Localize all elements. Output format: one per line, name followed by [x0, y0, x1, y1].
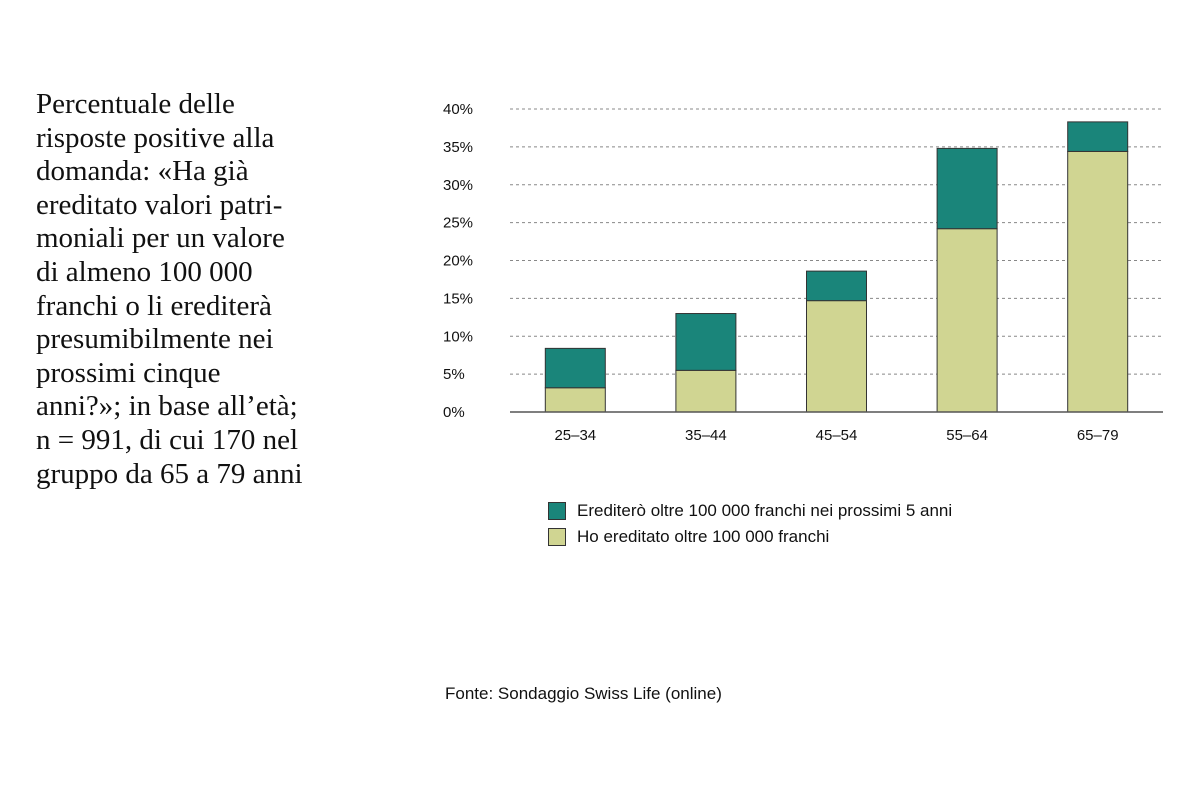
legend-item-inherited: Ho ereditato oltre 100 000 franchi	[548, 524, 952, 550]
bar-segment	[544, 387, 606, 413]
y-tick-label: 25%	[443, 215, 473, 232]
chart-description: Percentuale delle risposte positive alla…	[36, 88, 303, 490]
source-note: Fonte: Sondaggio Swiss Life (online)	[445, 684, 722, 703]
stacked-bar-chart: 0% 5% 10% 15% 20% 25% 30% 35% 40% 25–34 35–44 45–5…	[443, 101, 1163, 444]
bar-segment	[1067, 121, 1129, 152]
y-tick-label: 20%	[443, 253, 473, 270]
y-tick-label: 40%	[443, 101, 473, 118]
bar-segment	[544, 347, 606, 389]
y-tick-label: 30%	[443, 177, 473, 194]
bar-segment	[1067, 150, 1129, 413]
x-tick-label: 35–44	[685, 427, 727, 444]
bars	[544, 121, 1129, 413]
x-axis-tick-labels: 25–34 35–44 45–54 55–64 65–79	[554, 427, 1118, 444]
y-tick-label: 0%	[443, 404, 465, 421]
legend-label-will-inherit: Erediterò oltre 100 000 franchi nei pros…	[577, 501, 953, 520]
y-tick-label: 15%	[443, 290, 473, 307]
legend-item-will-inherit: Erediterò oltre 100 000 franchi nei pros…	[548, 498, 952, 524]
x-tick-label: 25–34	[554, 427, 596, 444]
legend-swatch-inherited	[548, 528, 566, 546]
bar-segment	[675, 313, 737, 371]
bar-segment	[936, 228, 998, 413]
y-tick-label: 5%	[443, 366, 465, 383]
y-tick-label: 10%	[443, 328, 473, 345]
x-tick-label: 55–64	[946, 427, 988, 444]
bar-segment	[675, 369, 737, 413]
bar-segment	[936, 147, 998, 230]
x-tick-label: 65–79	[1077, 427, 1119, 444]
y-axis-tick-labels: 0% 5% 10% 15% 20% 25% 30% 35% 40%	[443, 101, 473, 421]
bar-segment	[806, 300, 867, 413]
legend-label-inherited: Ho ereditato oltre 100 000 franchi	[577, 527, 830, 546]
chart-legend: Erediterò oltre 100 000 franchi nei pros…	[548, 498, 952, 550]
legend-swatch-will-inherit	[548, 502, 566, 520]
y-tick-label: 35%	[443, 139, 473, 156]
bar-segment	[806, 270, 867, 302]
x-tick-label: 45–54	[816, 427, 858, 444]
